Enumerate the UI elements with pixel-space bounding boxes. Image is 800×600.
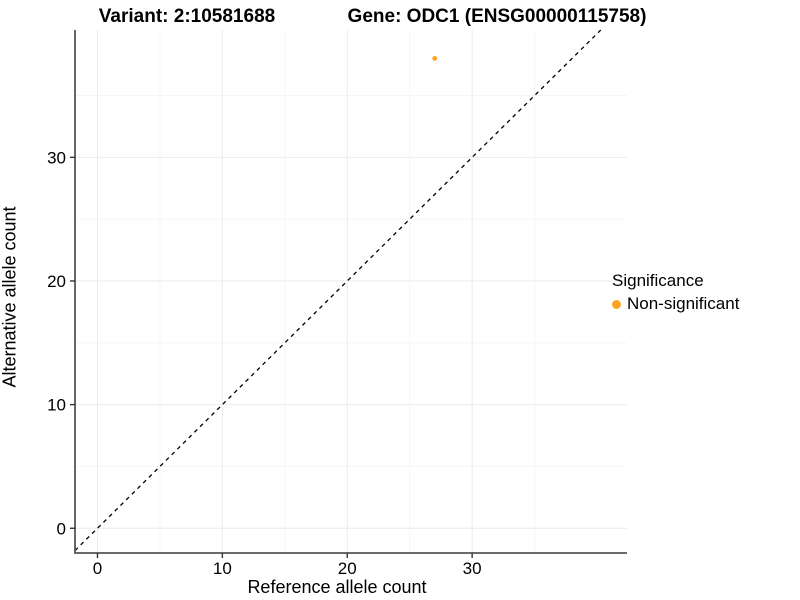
y-tick-label: 0 xyxy=(57,519,66,538)
y-axis-title: Alternative allele count xyxy=(0,206,20,388)
x-axis-title: Reference allele count xyxy=(247,577,427,597)
y-tick-label: 20 xyxy=(47,272,66,291)
legend-item-label: Non-significant xyxy=(627,294,740,313)
y-tick-label: 30 xyxy=(47,148,66,167)
plot-title-gene: Gene: ODC1 (ENSG00000115758) xyxy=(347,6,647,27)
legend-title: Significance xyxy=(612,271,704,290)
x-tick-label: 10 xyxy=(213,559,232,578)
legend-item: Non-significant xyxy=(612,294,739,314)
legend: Significance Non-significant xyxy=(612,271,739,314)
legend-point-icon xyxy=(612,299,621,309)
identity-reference-line xyxy=(74,29,602,551)
x-tick-label: 30 xyxy=(463,559,482,578)
y-tick-label: 10 xyxy=(47,396,66,415)
plot-title-variant: Variant: 2:10581688 xyxy=(98,6,276,27)
data-point xyxy=(432,56,438,61)
x-tick-label: 0 xyxy=(93,559,102,578)
x-tick-label: 20 xyxy=(338,559,357,578)
